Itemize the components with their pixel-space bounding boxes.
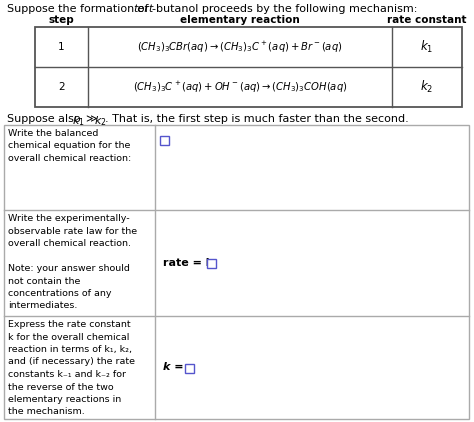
Text: elementary reaction: elementary reaction	[180, 15, 300, 25]
Text: tert: tert	[133, 4, 153, 14]
Text: rate constant: rate constant	[387, 15, 467, 25]
Text: $k_1$: $k_1$	[420, 39, 434, 55]
Text: rate = k: rate = k	[163, 258, 217, 268]
Text: k =: k =	[163, 362, 188, 373]
Bar	[4, 125, 469, 419]
Text: step: step	[49, 15, 74, 25]
Bar	[35, 27, 462, 107]
Text: . That is, the first step is much faster than the second.: . That is, the first step is much faster…	[105, 114, 409, 124]
Text: Express the rate constant
k for the overall chemical
reaction in terms of k₁, k₂: Express the rate constant k for the over…	[8, 320, 135, 417]
Text: $(CH_3)_3CBr(aq)\rightarrow(CH_3)_3C^+(aq)+Br^-(aq)$: $(CH_3)_3CBr(aq)\rightarrow(CH_3)_3C^+(a…	[137, 39, 343, 54]
Bar	[185, 363, 194, 373]
Text: $k_2$: $k_2$	[94, 114, 107, 128]
Text: Suppose also: Suppose also	[7, 114, 84, 124]
Text: -butanol proceeds by the following mechanism:: -butanol proceeds by the following mecha…	[152, 4, 418, 14]
Text: Suppose the formation of: Suppose the formation of	[7, 4, 152, 14]
Text: 2: 2	[58, 82, 65, 92]
Text: $\gg$: $\gg$	[83, 114, 98, 124]
Text: 1: 1	[58, 42, 65, 52]
Bar	[160, 136, 169, 145]
Text: Write the balanced
chemical equation for the
overall chemical reaction:: Write the balanced chemical equation for…	[8, 129, 131, 163]
Bar	[207, 259, 216, 268]
Text: $k_1$: $k_1$	[72, 114, 85, 128]
Text: $(CH_3)_3C^+(aq)+OH^-(aq)\rightarrow(CH_3)_3COH(aq)$: $(CH_3)_3C^+(aq)+OH^-(aq)\rightarrow(CH_…	[133, 79, 347, 95]
Text: Write the experimentally-
observable rate law for the
overall chemical reaction.: Write the experimentally- observable rat…	[8, 214, 137, 311]
Text: $k_2$: $k_2$	[420, 79, 434, 95]
